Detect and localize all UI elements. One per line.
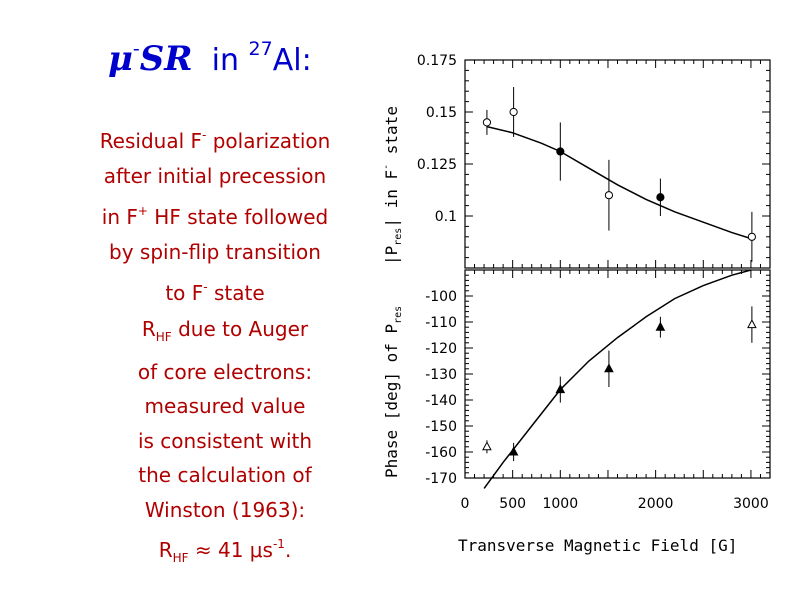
desc1-line5-sup: - xyxy=(203,280,208,294)
top-y-tick-label: 0.175 xyxy=(417,53,457,69)
bottom-data-point xyxy=(555,384,566,394)
bottom-y-axis-label: Phase [deg] of Pres xyxy=(382,306,404,478)
top-data-point xyxy=(556,147,565,156)
bottom-y-tick-label: -170 xyxy=(425,471,457,487)
rhf-description: RHF due to Auger of core electrons: meas… xyxy=(80,312,370,576)
desc1-line1-sup: - xyxy=(202,128,207,142)
x-axis: 0 500 1000 2000 3000 xyxy=(461,496,769,512)
bottom-y-tick-label: -110 xyxy=(425,315,457,331)
top-y-tick-label: 0.1 xyxy=(435,209,457,225)
top-plot-frame xyxy=(464,59,771,269)
top-data-point xyxy=(604,191,614,200)
bottom-y-tick-label: -100 xyxy=(425,289,457,305)
top-y-axis-label: |Pres| in F- state xyxy=(381,106,404,265)
desc2-line7: R xyxy=(158,538,173,562)
bottom-y-tick-label: -120 xyxy=(425,341,457,357)
bottom-y-tick-label: -140 xyxy=(425,393,457,409)
musr-sr: SR xyxy=(139,39,193,79)
desc1-line5: to F xyxy=(165,281,204,305)
desc2-line7-mid: ≈ 41 μs xyxy=(188,538,273,562)
desc2-line5: the calculation of xyxy=(138,463,312,487)
top-y-tick-label: 0.15 xyxy=(426,105,457,121)
top-panel: 0.1 0.125 0.15 0.175 xyxy=(417,53,771,269)
desc1-line3-sup: + xyxy=(137,204,148,218)
desc2-line2: of core electrons: xyxy=(137,359,313,384)
musr-mu: μ xyxy=(108,39,133,79)
desc1-line1: Residual F xyxy=(99,129,203,153)
top-data-point xyxy=(509,107,518,117)
bottom-data-point xyxy=(747,319,757,329)
bottom-panel: -100 -110 -120 -130 -140 -150 -160 -170 xyxy=(425,269,771,489)
bottom-data-point xyxy=(604,363,614,373)
desc1-line5-end: state xyxy=(207,281,265,305)
desc2-line6: Winston (1963): xyxy=(144,497,306,522)
bottom-plot-frame xyxy=(464,269,771,479)
x-tick-label: 1000 xyxy=(542,496,578,512)
x-tick-label: 500 xyxy=(499,496,526,512)
top-fit-curve xyxy=(486,125,753,240)
top-data-point xyxy=(482,118,492,127)
desc2-line7-sub: HF xyxy=(172,551,189,565)
title-isotope: 27 xyxy=(248,38,273,60)
desc2-line7-sup: -1 xyxy=(272,537,285,551)
bottom-fit-curve xyxy=(483,269,752,489)
bottom-data-point xyxy=(655,321,666,331)
desc1-line2: after initial precession xyxy=(103,164,327,188)
desc2-line1-sub: HF xyxy=(155,330,172,344)
desc1-line1-end: polarization xyxy=(206,129,331,153)
top-data-point xyxy=(747,232,756,241)
top-y-tick-label: 0.125 xyxy=(417,157,457,173)
bottom-y-tick-label: -150 xyxy=(425,419,457,435)
desc1-line3-end: HF state followed xyxy=(147,205,329,229)
bottom-y-tick-label: -160 xyxy=(425,445,457,461)
desc2-line1: R xyxy=(141,317,156,341)
slide-title: μ-SR in 27Al: xyxy=(108,38,358,98)
desc2-line4: is consistent with xyxy=(137,428,313,453)
bottom-data-point xyxy=(482,441,492,451)
x-tick-label: 2000 xyxy=(638,496,674,512)
musr-minus: - xyxy=(132,38,140,60)
bottom-data-point xyxy=(508,446,519,456)
desc2-line7-end: . xyxy=(284,538,292,562)
title-in: in xyxy=(211,43,239,78)
polarization-description: Residual F- polarization after initial p… xyxy=(60,118,370,311)
bottom-y-tick-label: -130 xyxy=(425,367,457,383)
top-data-point xyxy=(656,193,665,202)
x-tick-label: 0 xyxy=(461,496,470,512)
x-axis-label: Transverse Magnetic Field [G] xyxy=(458,536,737,555)
desc1-line3: in F xyxy=(101,205,138,229)
desc2-line1-end: due to Auger xyxy=(171,317,309,341)
x-tick-label: 3000 xyxy=(733,496,769,512)
desc1-line4: by spin-flip transition xyxy=(109,240,321,264)
title-element: Al: xyxy=(272,43,312,78)
desc2-line3: measured value xyxy=(144,394,306,418)
